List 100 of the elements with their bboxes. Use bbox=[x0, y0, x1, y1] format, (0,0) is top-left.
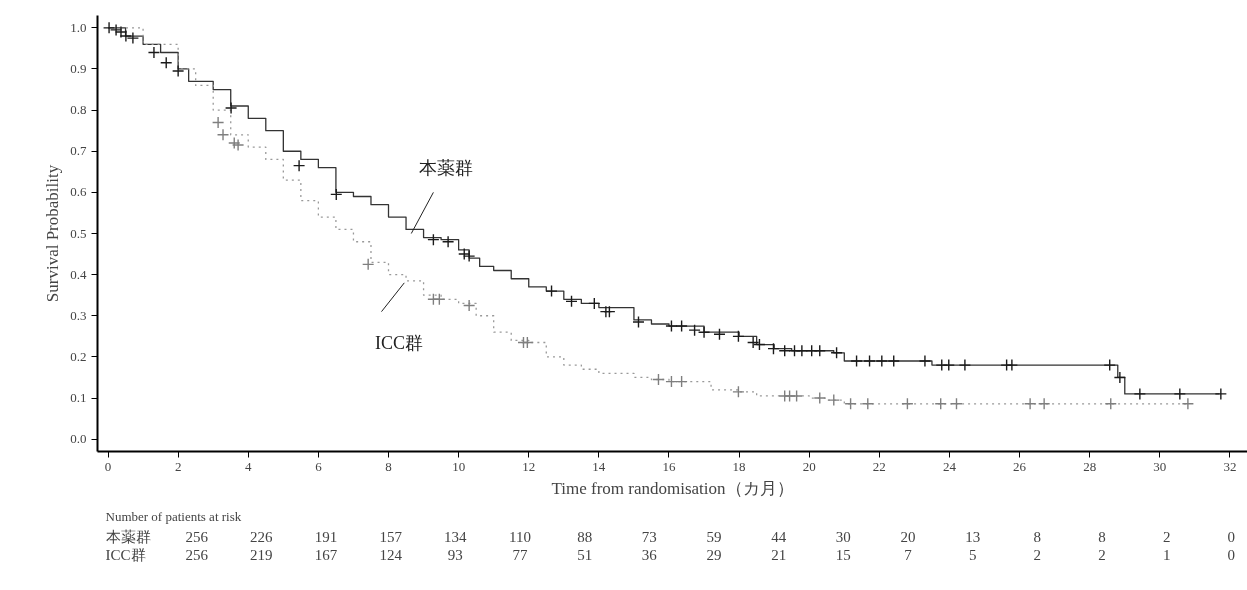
point bbox=[1023, 397, 1037, 410]
y-tick-label: 0.6 bbox=[70, 184, 87, 200]
point bbox=[545, 284, 558, 298]
x-tick-label: 6 bbox=[315, 458, 323, 474]
point bbox=[462, 299, 476, 312]
point bbox=[171, 64, 185, 78]
text: 本薬群 256 226 191 157 134 110 88 73 59 44 30 20 13 8 8 2 0 bbox=[105, 528, 1236, 545]
point bbox=[830, 346, 843, 359]
y-tick-label: 0.4 bbox=[70, 266, 87, 282]
y-tick-label: 0.9 bbox=[70, 60, 87, 76]
point bbox=[126, 31, 140, 45]
point bbox=[746, 336, 760, 349]
point bbox=[665, 375, 678, 388]
point bbox=[224, 101, 238, 115]
x-tick-label: 2 bbox=[174, 458, 182, 474]
text: 本薬群 bbox=[419, 157, 474, 178]
point bbox=[675, 319, 688, 333]
point bbox=[875, 354, 889, 368]
point bbox=[441, 235, 455, 248]
point bbox=[462, 249, 476, 263]
point bbox=[1173, 387, 1187, 401]
x-tick-label: 22 bbox=[872, 458, 886, 474]
point bbox=[292, 159, 306, 172]
point bbox=[732, 385, 745, 399]
y-tick-label: 0.5 bbox=[70, 225, 87, 241]
point bbox=[1104, 397, 1117, 410]
point bbox=[228, 136, 241, 150]
point bbox=[1133, 387, 1147, 401]
point bbox=[427, 233, 440, 246]
point bbox=[1113, 371, 1127, 384]
point bbox=[102, 21, 116, 35]
x-tick-label: 0 bbox=[104, 458, 112, 474]
point bbox=[109, 23, 123, 37]
point bbox=[458, 247, 471, 261]
text: ICC群 bbox=[375, 332, 424, 353]
point bbox=[1037, 397, 1051, 410]
y-tick-label: 0.2 bbox=[70, 348, 87, 364]
point bbox=[211, 116, 225, 129]
point bbox=[887, 354, 900, 368]
point bbox=[231, 138, 245, 152]
y-tick-label: 0.3 bbox=[70, 307, 87, 323]
x-tick-label: 26 bbox=[1013, 458, 1027, 474]
point bbox=[918, 354, 932, 368]
point bbox=[863, 354, 876, 368]
x-axis-title: Time from randomisation（カ月） bbox=[551, 478, 794, 498]
point bbox=[778, 344, 791, 357]
x-tick-label: 4 bbox=[245, 458, 253, 474]
point bbox=[675, 375, 688, 388]
x-tick-label: 18 bbox=[732, 458, 746, 474]
point bbox=[688, 323, 701, 337]
point bbox=[588, 297, 601, 310]
x-tick-label: 12 bbox=[522, 458, 536, 474]
point bbox=[665, 319, 678, 333]
x-tick-label: 8 bbox=[385, 458, 392, 474]
point bbox=[861, 397, 874, 410]
y-tick-label: 0.8 bbox=[70, 102, 87, 118]
point bbox=[1103, 358, 1116, 372]
point bbox=[901, 397, 914, 410]
y-tick-label: 0.7 bbox=[70, 143, 87, 159]
point bbox=[844, 397, 857, 410]
point bbox=[1005, 358, 1019, 372]
point bbox=[330, 188, 343, 201]
point bbox=[813, 344, 826, 357]
x-tick-label: 14 bbox=[592, 458, 606, 474]
x-tick-label: 24 bbox=[942, 458, 957, 474]
x-tick-label: 10 bbox=[452, 458, 466, 474]
point bbox=[521, 336, 534, 349]
x-tick-label: 16 bbox=[662, 458, 676, 474]
point bbox=[216, 128, 230, 141]
x-tick-label: 32 bbox=[1223, 458, 1237, 474]
point bbox=[732, 330, 745, 343]
point bbox=[632, 315, 645, 329]
point bbox=[753, 338, 766, 351]
point bbox=[565, 295, 578, 308]
point bbox=[827, 393, 840, 407]
x-tick-label: 28 bbox=[1083, 458, 1097, 474]
point bbox=[767, 342, 780, 355]
point bbox=[958, 358, 972, 372]
x-tick-label: 30 bbox=[1153, 458, 1167, 474]
point bbox=[813, 391, 826, 405]
point bbox=[147, 46, 161, 59]
y-tick-label: 1.0 bbox=[70, 19, 87, 35]
point bbox=[713, 328, 726, 341]
point bbox=[795, 344, 809, 357]
point bbox=[160, 56, 173, 69]
y-tick-label: 0.0 bbox=[70, 431, 87, 447]
point bbox=[790, 389, 803, 403]
point bbox=[1181, 397, 1195, 410]
x-tick-label: 20 bbox=[802, 458, 816, 474]
point bbox=[950, 397, 963, 410]
point bbox=[652, 373, 665, 386]
point bbox=[942, 358, 955, 372]
text: Number of patients at risk bbox=[105, 509, 242, 524]
point bbox=[119, 29, 133, 43]
point bbox=[850, 354, 863, 368]
text: ICC群 256 219 167 124 93 77 51 36 29 21 15 7 5 2 2 1 0 bbox=[105, 546, 1236, 563]
point bbox=[697, 326, 711, 339]
point bbox=[934, 397, 947, 410]
point bbox=[603, 305, 616, 318]
y-tick-label: 0.1 bbox=[70, 390, 87, 406]
